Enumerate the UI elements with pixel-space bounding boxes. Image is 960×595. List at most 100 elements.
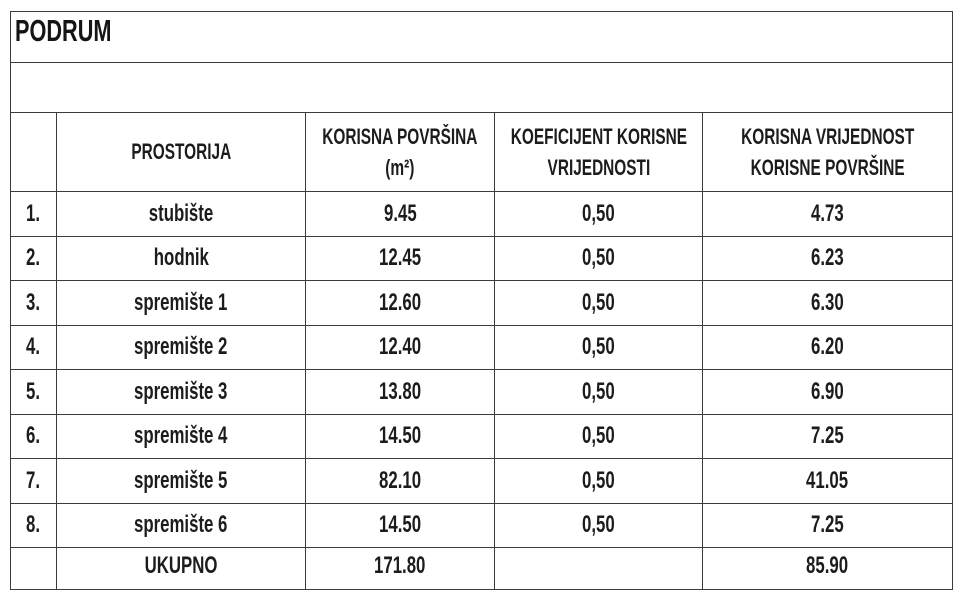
- room-cell: spremište 5: [56, 458, 306, 504]
- coef-cell: 0,50: [494, 413, 703, 459]
- coef-cell: 0,50: [494, 502, 703, 548]
- coef-value: 0,50: [582, 333, 615, 361]
- row-number-cell: 2.: [10, 235, 57, 281]
- row-number: 8.: [26, 511, 41, 539]
- room-name: spremište 1: [134, 288, 228, 316]
- room-cell: spremište 3: [56, 369, 306, 415]
- area-value: 12.60: [378, 288, 422, 316]
- row-number-cell: 4.: [10, 324, 57, 370]
- row-number-cell: 5.: [10, 369, 57, 415]
- table-row: 1. stubište 9.45 0,50 4.73: [10, 191, 954, 237]
- header-value-cell: KORISNA VRIJEDNOST KORISNE POVRŠINE: [701, 112, 954, 192]
- room-cell: spremište 2: [56, 324, 306, 370]
- row-number-cell: 1.: [10, 191, 57, 237]
- podrum-table: PODRUM PROSTORIJA KORISNA POVRŠINA (m²) …: [9, 11, 954, 590]
- table-row: 4. spremište 2 12.40 0,50 6.20: [10, 324, 954, 370]
- coef-cell: 0,50: [494, 458, 703, 504]
- coef-value: 0,50: [582, 377, 615, 405]
- row-number: 2.: [26, 244, 41, 272]
- useful-value: 7.25: [811, 511, 844, 539]
- coef-value: 0,50: [582, 511, 615, 539]
- row-number: 4.: [26, 333, 41, 361]
- coef-cell: 0,50: [494, 324, 703, 370]
- row-number: 5.: [26, 377, 41, 405]
- room-cell: hodnik: [56, 235, 306, 281]
- total-label-cell: UKUPNO: [56, 547, 306, 590]
- row-number: 3.: [26, 288, 41, 316]
- area-value: 12.45: [378, 244, 422, 272]
- area-cell: 12.40: [305, 324, 495, 370]
- header-area: KORISNA POVRŠINA (m²): [322, 123, 478, 180]
- table-row: 5. spremište 3 13.80 0,50 6.90: [10, 369, 954, 415]
- table-row: 3. spremište 1 12.60 0,50 6.30: [10, 280, 954, 326]
- page-title: PODRUM: [15, 13, 112, 48]
- row-number-cell: 3.: [10, 280, 57, 326]
- total-label: UKUPNO: [144, 552, 218, 579]
- total-row: UKUPNO 171.80 85.90: [10, 547, 954, 590]
- useful-value: 6.90: [811, 377, 844, 405]
- room-name: spremište 4: [134, 422, 228, 450]
- useful-value: 7.25: [811, 422, 844, 450]
- area-value: 9.45: [383, 199, 417, 227]
- header-room: PROSTORIJA: [131, 139, 231, 165]
- value-cell: 4.73: [701, 191, 954, 237]
- coef-value: 0,50: [582, 422, 615, 450]
- row-number-cell: 7.: [10, 458, 57, 504]
- area-cell: 14.50: [305, 502, 495, 548]
- area-value: 12.40: [378, 333, 422, 361]
- area-value: 82.10: [378, 466, 422, 494]
- area-cell: 12.60: [305, 280, 495, 326]
- room-name: spremište 2: [134, 333, 228, 361]
- value-cell: 6.90: [701, 369, 954, 415]
- room-cell: stubište: [56, 191, 306, 237]
- coef-cell: 0,50: [494, 191, 703, 237]
- total-value-cell: 85.90: [701, 547, 954, 590]
- room-name: spremište 3: [134, 377, 228, 405]
- row-number: 7.: [26, 466, 41, 494]
- spacer-row: [9, 62, 954, 113]
- spacer-cell: [9, 62, 954, 113]
- value-cell: 7.25: [701, 413, 954, 459]
- header-row: PROSTORIJA KORISNA POVRŠINA (m²) KOEFICI…: [10, 112, 954, 192]
- table-row: 2. hodnik 12.45 0,50 6.23: [10, 235, 954, 281]
- coef-value: 0,50: [582, 199, 615, 227]
- room-name: hodnik: [153, 244, 209, 272]
- total-coef-cell: [494, 547, 703, 590]
- row-number-cell: 8.: [10, 502, 57, 548]
- room-name: spremište 6: [134, 511, 228, 539]
- value-cell: 6.23: [701, 235, 954, 281]
- area-value: 14.50: [378, 422, 422, 450]
- table-row: 7. spremište 5 82.10 0,50 41.05: [10, 458, 954, 504]
- area-cell: 9.45: [305, 191, 495, 237]
- header-area-cell: KORISNA POVRŠINA (m²): [305, 112, 495, 192]
- room-cell: spremište 4: [56, 413, 306, 459]
- header-coef-cell: KOEFICIJENT KORISNE VRIJEDNOSTI: [494, 112, 703, 192]
- total-value: 85.90: [806, 552, 849, 579]
- useful-value: 6.30: [811, 288, 844, 316]
- area-cell: 13.80: [305, 369, 495, 415]
- total-area-cell: 171.80: [305, 547, 495, 590]
- value-cell: 7.25: [701, 502, 954, 548]
- coef-cell: 0,50: [494, 369, 703, 415]
- value-cell: 6.20: [701, 324, 954, 370]
- coef-value: 0,50: [582, 244, 615, 272]
- value-cell: 41.05: [701, 458, 954, 504]
- title-cell: PODRUM: [9, 11, 954, 63]
- room-cell: spremište 1: [56, 280, 306, 326]
- header-coef: KOEFICIJENT KORISNE VRIJEDNOSTI: [510, 123, 687, 180]
- title-row: PODRUM: [9, 11, 954, 63]
- row-number: 6.: [26, 422, 41, 450]
- coef-cell: 0,50: [494, 280, 703, 326]
- area-value: 13.80: [378, 377, 422, 405]
- table-row: 8. spremište 6 14.50 0,50 7.25: [10, 502, 954, 548]
- header-num-cell: [10, 112, 57, 192]
- header-value: KORISNA VRIJEDNOST KORISNE POVRŠINE: [740, 123, 915, 180]
- useful-value: 6.20: [811, 333, 844, 361]
- coef-value: 0,50: [582, 466, 615, 494]
- coef-cell: 0,50: [494, 235, 703, 281]
- useful-value: 4.73: [811, 199, 844, 227]
- area-cell: 12.45: [305, 235, 495, 281]
- room-cell: spremište 6: [56, 502, 306, 548]
- total-num-cell: [10, 547, 57, 590]
